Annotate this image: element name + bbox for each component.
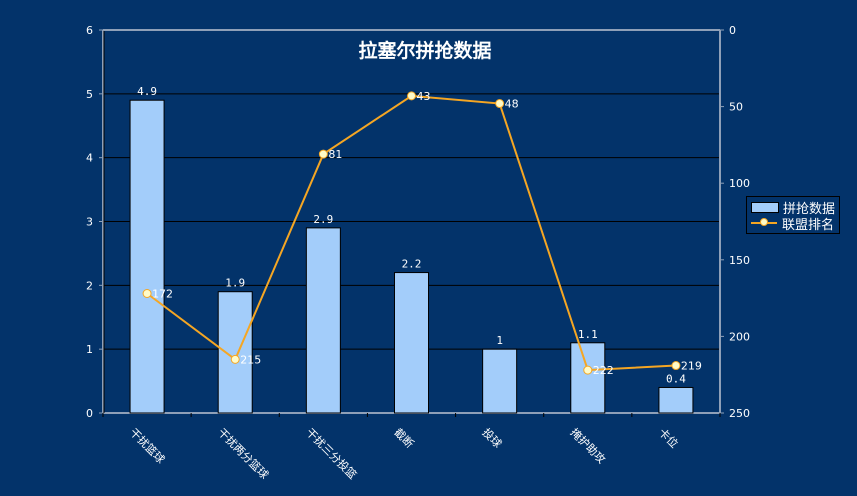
left-axis-tick: 3 bbox=[86, 216, 93, 229]
rank-label: 219 bbox=[681, 360, 702, 373]
rank-label: 172 bbox=[152, 288, 173, 301]
bar-label: 1.9 bbox=[225, 277, 245, 290]
left-axis-tick: 0 bbox=[86, 407, 93, 420]
left-axis-tick: 2 bbox=[86, 279, 93, 292]
rank-label: 215 bbox=[240, 353, 261, 366]
rank-marker bbox=[142, 289, 152, 299]
right-axis-tick: 250 bbox=[729, 407, 750, 420]
legend-bar-label: 拼抢数据 bbox=[783, 201, 836, 217]
category-label: 干扰两分篮球 bbox=[215, 425, 272, 482]
bar-label: 1 bbox=[496, 334, 503, 347]
right-axis-tick: 100 bbox=[729, 177, 750, 190]
line-marker-icon bbox=[751, 218, 777, 226]
left-axis-tick: 1 bbox=[86, 343, 93, 356]
rank-label: 48 bbox=[505, 98, 519, 111]
legend-item-line: 联盟排名 bbox=[751, 215, 835, 233]
right-axis-tick: 150 bbox=[729, 254, 750, 267]
bar bbox=[394, 272, 429, 414]
left-axis-tick: 4 bbox=[86, 152, 93, 165]
legend-item-bar: 拼抢数据 bbox=[751, 199, 836, 217]
rank-marker bbox=[318, 149, 328, 159]
rank-marker bbox=[583, 365, 593, 375]
bar bbox=[217, 291, 253, 414]
bar bbox=[305, 227, 341, 414]
rank-marker bbox=[230, 354, 240, 364]
rank-label: 222 bbox=[593, 364, 614, 377]
right-axis-tick: 200 bbox=[729, 330, 750, 343]
left-axis-tick: 5 bbox=[86, 88, 93, 101]
rank-label: 81 bbox=[328, 148, 342, 161]
bar-label: 0.4 bbox=[666, 372, 686, 385]
rank-label: 43 bbox=[417, 90, 431, 103]
category-label: 卡位 bbox=[656, 425, 681, 450]
bar bbox=[570, 342, 606, 414]
category-label: 干扰篮球 bbox=[127, 425, 168, 466]
legend-line-label: 联盟排名 bbox=[782, 217, 835, 233]
category-label: 干扰三分投篮 bbox=[303, 425, 360, 482]
category-label: 截断 bbox=[391, 425, 416, 450]
legend: 拼抢数据 联盟排名 bbox=[746, 196, 840, 234]
rank-marker bbox=[495, 99, 505, 109]
bar-swatch-icon bbox=[751, 201, 779, 213]
bar bbox=[482, 348, 518, 414]
bar-label: 2.2 bbox=[402, 258, 422, 271]
left-axis-tick: 6 bbox=[86, 24, 93, 37]
right-axis-tick: 0 bbox=[729, 24, 736, 37]
bar-label: 4.9 bbox=[137, 85, 157, 98]
right-axis-tick: 50 bbox=[729, 101, 743, 114]
bar bbox=[658, 386, 694, 414]
category-label: 掩护助攻 bbox=[568, 425, 609, 466]
rank-marker bbox=[671, 361, 681, 371]
bar bbox=[129, 99, 165, 414]
bar-label: 2.9 bbox=[313, 213, 333, 226]
chart-title: 拉塞尔拼抢数据 bbox=[358, 40, 492, 62]
rank-marker bbox=[407, 91, 416, 101]
bar-label: 1.1 bbox=[578, 328, 598, 341]
category-label: 投球 bbox=[480, 425, 505, 450]
